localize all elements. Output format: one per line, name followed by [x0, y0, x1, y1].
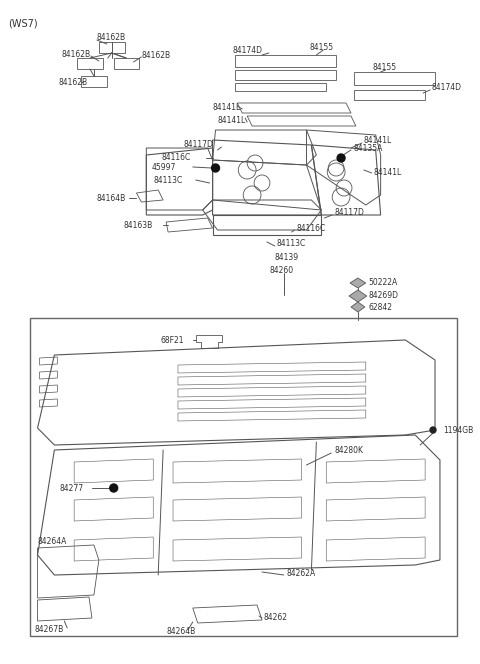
Circle shape: [430, 427, 436, 433]
Text: 84260: 84260: [270, 266, 294, 274]
Text: 84162B: 84162B: [61, 50, 90, 58]
Text: 68F21: 68F21: [160, 335, 184, 345]
Text: 84174D: 84174D: [431, 82, 461, 92]
Text: 84269D: 84269D: [369, 291, 399, 299]
Text: 62842: 62842: [369, 303, 393, 311]
Polygon shape: [350, 278, 366, 288]
Text: 84262A: 84262A: [287, 568, 316, 578]
Text: 84262: 84262: [264, 614, 288, 623]
Text: 45997: 45997: [151, 163, 176, 171]
Text: 84116C: 84116C: [297, 224, 326, 232]
Text: 84162B: 84162B: [97, 33, 126, 42]
Bar: [30, 318, 457, 636]
Text: 84113C: 84113C: [277, 238, 306, 248]
Circle shape: [212, 164, 219, 172]
Text: 84117D: 84117D: [184, 139, 214, 149]
Text: 84117D: 84117D: [334, 208, 364, 216]
Text: 84264B: 84264B: [166, 627, 195, 637]
Polygon shape: [349, 290, 367, 302]
Text: 84141L: 84141L: [213, 102, 241, 112]
Text: 84280K: 84280K: [334, 446, 363, 454]
Text: 50222A: 50222A: [369, 278, 398, 286]
Text: 84277: 84277: [60, 483, 84, 493]
Text: 84174D: 84174D: [232, 46, 263, 54]
Text: 84164B: 84164B: [97, 193, 126, 203]
Text: 84141L: 84141L: [217, 116, 246, 125]
Text: 84141L: 84141L: [374, 167, 402, 177]
Text: 84155: 84155: [372, 62, 397, 72]
Text: 84139: 84139: [275, 252, 299, 262]
Text: 84267B: 84267B: [35, 625, 64, 635]
Text: 84162B: 84162B: [59, 78, 87, 86]
Circle shape: [110, 484, 118, 492]
Text: 1194GB: 1194GB: [443, 426, 473, 434]
Text: 84141L: 84141L: [364, 135, 392, 145]
Circle shape: [337, 154, 345, 162]
Text: 84113C: 84113C: [153, 175, 182, 185]
Text: 84264A: 84264A: [37, 537, 67, 546]
Text: 84162B: 84162B: [142, 50, 170, 60]
Text: 84163B: 84163B: [123, 220, 153, 230]
Text: (WS7): (WS7): [8, 18, 37, 28]
Polygon shape: [351, 302, 365, 312]
Text: 84135A: 84135A: [354, 143, 384, 153]
Text: 84116C: 84116C: [161, 153, 191, 161]
Text: 84155: 84155: [310, 42, 334, 52]
